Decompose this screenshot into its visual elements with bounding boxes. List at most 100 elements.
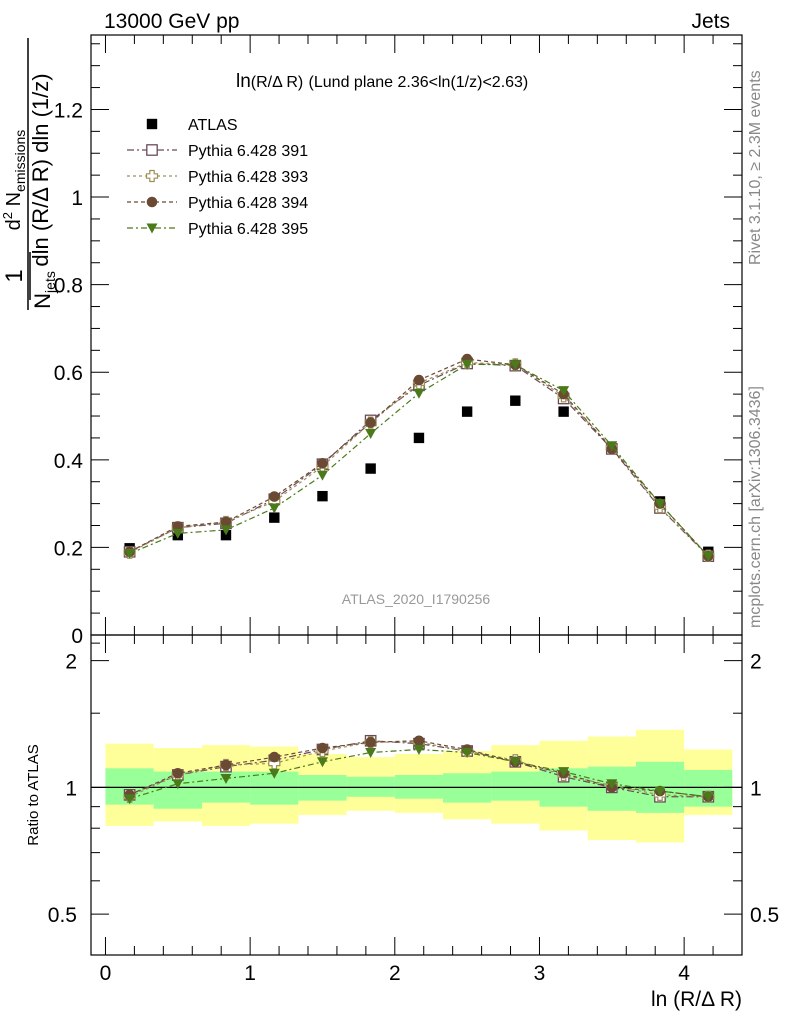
legend-entry: Pythia 6.428 394 [127,195,308,212]
data-point [172,528,184,539]
legend-marker [146,223,158,234]
legend-marker [146,144,158,156]
data-point [413,388,425,399]
x-tick-label: 4 [678,962,690,985]
series-pythia-6-428-395 [124,359,714,562]
ylabel-nem-sub: emissions [12,130,28,192]
data-point [654,499,666,510]
ratio-point [365,736,376,748]
x-tick-label: 0 [100,962,112,985]
ratio-point [268,751,280,763]
ratio-band-inner [346,776,395,797]
legend-label: ATLAS [188,117,238,134]
ratio-point [172,779,184,790]
ylabel-nem: N [3,192,25,206]
watermark: ATLAS_2020_I1790256 [342,591,491,607]
ratio-y-tick-label: 1 [65,777,77,800]
legend-marker [145,169,159,183]
series-atlas [124,395,714,557]
data-point [702,551,714,562]
data-point [268,503,280,514]
header-right: Jets [691,10,730,33]
data-point [268,491,280,502]
data-point [413,432,425,444]
ratio-point [365,748,377,759]
ratio-y-tick-label: 2 [65,651,77,674]
data-point [220,516,232,528]
ratio-point [413,745,425,756]
mcplots-label: mcplots.cern.ch [arXiv:1306.3436] [747,386,764,628]
ylabel-d: d [3,219,25,230]
ratio-point [413,735,425,747]
legend: ATLAS Pythia 6.428 391 Pythia 6.428 393 Pyt… [127,117,308,238]
data-point [413,374,425,386]
legend-entry: Pythia 6.428 393 [127,169,308,186]
data-point [317,490,328,502]
x-axis-label: ln (R/Δ R) [651,988,742,1011]
top-y-tick-label: 0.6 [54,362,83,385]
ratio-point [702,792,714,803]
title-rest: (Lund plane 2.36<ln(1/z)<2.63) [309,74,529,91]
data-point [461,406,473,417]
ylabel-n: N [30,293,55,309]
data-point [510,395,521,406]
top-y-tick-label: 0.4 [54,450,84,473]
ylabel-d-sup: 2 [0,212,15,219]
legend-entry: Pythia 6.428 395 [127,221,308,238]
ylabel-njets: Njets [30,271,58,309]
ratio-point [124,794,136,805]
ylabel-one: 1 [1,269,28,282]
data-point [365,463,376,474]
ratio-y-axis-label: Ratio to ATLAS [25,744,42,845]
ratio-point [461,748,473,759]
ratio-point [317,742,328,754]
ylabel-denominator: dln (R/Δ R) dln (1/z) [28,73,53,266]
top-y-tick-label: 0 [71,625,83,648]
ratio-point [220,773,232,784]
top-y-axis-label: 1 Njets dln (R/Δ R) dln (1/z) d2 Nemissi… [0,38,58,310]
ratio-band-inner [491,771,540,801]
header-left: 13000 GeV pp [104,10,239,33]
x-tick-label: 1 [244,962,256,985]
legend-label: Pythia 6.428 394 [188,195,308,212]
ratio-point [172,767,184,779]
ratio-series-pythia-6-428-395 [124,745,714,805]
data-point [509,360,521,371]
legend-label: Pythia 6.428 395 [188,221,308,238]
ratio-point [220,759,232,771]
top-y-tick-label: 1.2 [54,99,83,122]
top-y-tick-label: 0.2 [54,537,83,560]
legend-entry: Pythia 6.428 391 [127,143,308,160]
legend-marker [146,118,158,130]
data-point [558,386,570,397]
data-point [220,525,232,536]
bottom-frame [90,634,743,956]
data-point [316,470,328,481]
ratio-point [268,768,280,779]
data-point [365,429,377,440]
x-tick-label: 2 [389,962,401,985]
legend-marker [146,196,158,208]
data-point [558,406,569,417]
ylabel-numerator: d2 Nemissions [0,130,28,231]
legend-label: Pythia 6.428 391 [188,143,308,160]
top-y-tick-label: 0.8 [54,275,83,298]
title-sub: (R/Δ R) [251,74,303,91]
ratio-y-tick-label-right: 1 [750,777,762,800]
x-tick-label: 3 [534,962,546,985]
ratio-y-tick-label-right: 0.5 [750,904,779,927]
legend-entry: ATLAS [146,117,238,134]
data-point [124,549,136,560]
ratio-point [316,757,328,768]
rivet-label: Rivet 3.1.10, ≥ 2.3M events [747,70,764,265]
title-main: ln [236,71,251,92]
plot-title: ln(R/Δ R) (Lund plane 2.36<ln(1/z)<2.63) [236,71,528,92]
legend-label: Pythia 6.428 393 [188,169,308,186]
data-point [269,512,280,523]
data-point [317,458,328,469]
top-y-tick-label: 1 [71,187,83,210]
ratio-point [606,779,618,790]
ratio-y-tick-label: 0.5 [48,904,77,927]
ratio-y-tick-label-right: 2 [750,651,762,674]
